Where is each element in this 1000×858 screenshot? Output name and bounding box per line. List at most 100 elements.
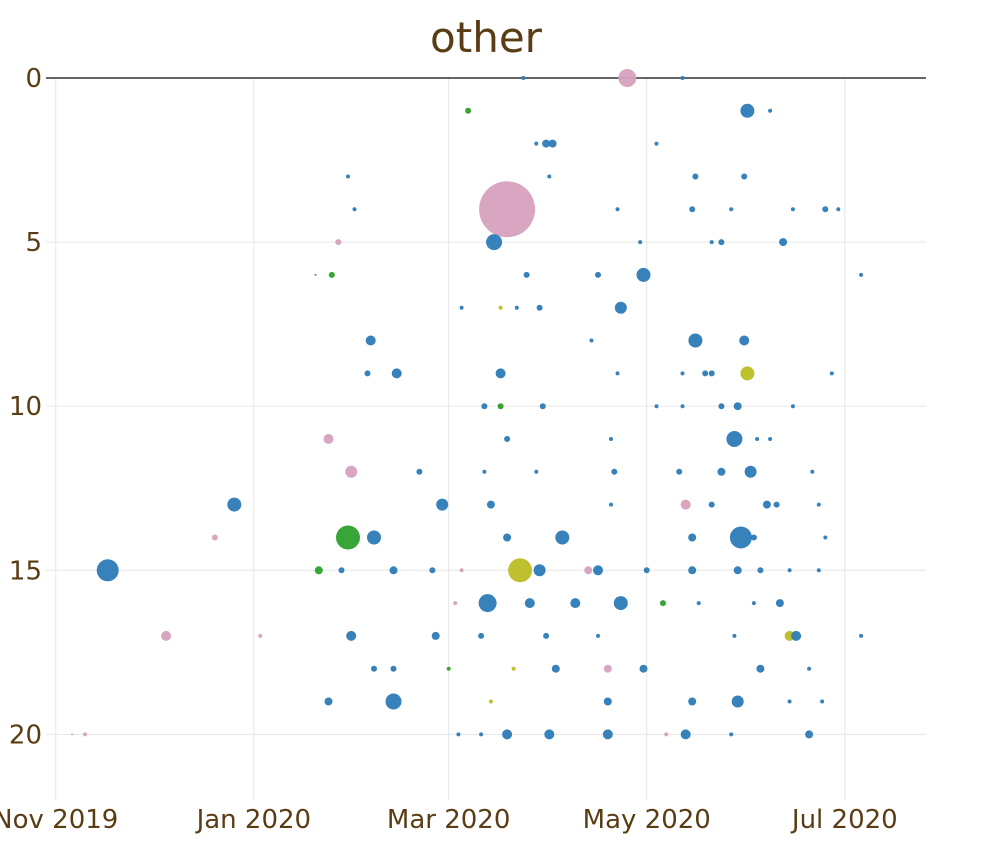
data-point [338, 567, 345, 574]
data-point [660, 600, 666, 607]
data-point [689, 206, 696, 213]
data-point [503, 533, 512, 542]
data-point [741, 173, 748, 180]
data-point [323, 434, 334, 444]
data-point [768, 108, 773, 113]
data-point [96, 559, 119, 582]
data-point [823, 535, 828, 540]
data-point [779, 238, 788, 247]
data-point [744, 465, 757, 478]
data-point [589, 338, 594, 343]
data-point [534, 469, 539, 474]
y-tick-label: 5 [25, 228, 42, 258]
data-point [211, 534, 218, 541]
data-point [536, 304, 543, 311]
axis-layer: Nov 2019 Jan 2020 Mar 2020 May 2020 Jul 2020… [0, 64, 898, 835]
data-point [364, 370, 371, 377]
data-point [521, 76, 526, 80]
data-point [680, 729, 691, 740]
data-point [791, 630, 802, 641]
data-point [664, 732, 669, 737]
data-point [596, 633, 600, 638]
data-point [479, 732, 484, 737]
data-point [595, 271, 601, 278]
data-point [324, 697, 333, 706]
data-point [859, 272, 864, 277]
data-point [504, 436, 511, 442]
y-tick-label: 15 [9, 556, 42, 586]
data-point [497, 403, 504, 410]
data-point [756, 664, 765, 673]
data-point [502, 729, 513, 740]
data-point [820, 699, 825, 704]
data-point [328, 271, 335, 278]
data-point [161, 630, 172, 641]
data-point [615, 207, 620, 212]
grid-layer [46, 77, 926, 800]
data-point [750, 534, 757, 541]
data-point [726, 431, 743, 447]
data-point [614, 301, 627, 314]
data-point [390, 665, 397, 672]
data-point [729, 207, 734, 212]
data-point [523, 271, 530, 278]
data-point [740, 103, 755, 118]
data-point [555, 530, 570, 545]
data-point [352, 207, 357, 212]
data-point [859, 633, 864, 638]
data-point [551, 664, 560, 673]
data-point [365, 335, 376, 346]
data-point [534, 141, 539, 146]
data-point [702, 370, 709, 377]
data-point [836, 207, 841, 212]
data-point [708, 370, 715, 377]
data-point [613, 596, 628, 611]
data-point [539, 403, 546, 410]
data-point [636, 267, 651, 282]
data-point [773, 501, 780, 508]
x-tick-label: May 2020 [583, 805, 711, 835]
data-point [618, 69, 637, 87]
data-point [524, 598, 535, 609]
data-point [718, 403, 725, 410]
data-point [431, 631, 440, 640]
y-tick-label: 10 [9, 392, 42, 422]
data-point [688, 333, 703, 348]
y-tick-label: 0 [25, 64, 42, 94]
x-tick-label: Jul 2020 [790, 805, 898, 835]
data-point [708, 501, 715, 508]
data-point [345, 465, 358, 478]
data-point [654, 141, 659, 146]
data-point [768, 437, 773, 441]
x-tick-label: Jan 2020 [195, 805, 312, 835]
data-point [680, 499, 691, 510]
x-tick-label: Nov 2019 [0, 805, 118, 835]
data-point [459, 305, 464, 310]
data-point [258, 633, 263, 638]
data-point [603, 664, 612, 673]
data-point [227, 497, 242, 512]
data-point [389, 566, 398, 575]
data-point [680, 76, 685, 80]
data-point [807, 666, 812, 671]
data-point [729, 526, 752, 549]
data-point [486, 500, 495, 509]
data-point [570, 598, 581, 609]
data-point [751, 601, 756, 606]
data-point [680, 371, 685, 376]
data-point [511, 666, 516, 671]
data-point [643, 567, 650, 574]
data-point [805, 730, 814, 739]
data-point [816, 568, 821, 573]
data-point [385, 693, 402, 710]
data-point [314, 566, 323, 575]
data-point [615, 371, 620, 376]
data-point [371, 665, 377, 672]
data-point [638, 240, 643, 245]
data-point [740, 366, 755, 381]
data-point [314, 273, 317, 276]
data-point [478, 632, 485, 639]
data-point [733, 566, 742, 575]
y-tick-label: 20 [9, 720, 42, 750]
